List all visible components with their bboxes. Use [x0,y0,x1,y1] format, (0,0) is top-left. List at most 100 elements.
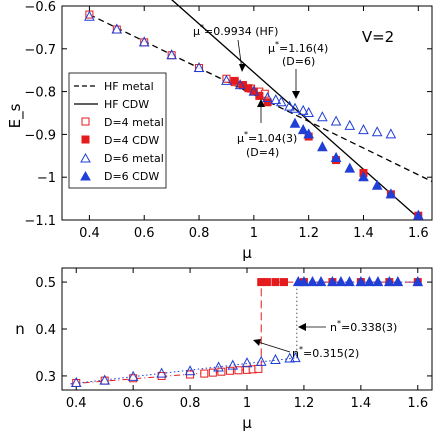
svg-text:HF CDW: HF CDW [104,98,149,111]
d-6-metal-point [289,102,301,113]
svg-text:n*=0.315(2): n*=0.315(2) [292,345,359,360]
d-4-cdw-point [255,91,264,100]
d-6-metal-point [138,36,150,47]
d-6-metal-point [156,367,167,378]
annotation-n-d6: n*=0.338(3) [298,319,397,334]
svg-text:μ*=1.04(3): μ*=1.04(3) [237,130,297,145]
legend-box [68,72,167,189]
d-6-cdw-point [327,276,338,287]
d-6-metal-point [221,74,232,85]
d-6-metal-point [284,352,296,363]
d-4-metal-point [234,366,243,375]
d-6-metal-point [270,94,282,105]
v-tag: V=2 [362,28,394,46]
d-6-metal-point [241,357,253,368]
svg-text:(D=6): (D=6) [282,55,315,68]
d-6-metal-point [297,104,309,115]
d-6-metal-point [70,376,82,387]
d-6-cdw-point [289,117,301,128]
x-tick-label: 0.4 [66,396,87,411]
y-tick-label: 0.3 [35,370,56,385]
x-tick-label: 1.6 [407,396,428,411]
d-6-cdw-point [344,162,356,173]
d-6-metal-point [330,115,342,126]
legend-item-hf-metal: HF metal [74,80,154,93]
y-tick-label: −0.6 [24,0,56,15]
y-tick-label: −0.7 [24,43,56,58]
svg-text:D=4 CDW: D=4 CDW [104,134,159,147]
d-6-cdw-point [297,124,309,135]
d-6-metal-point [385,128,397,139]
d-4-cdw-point [271,278,280,287]
d-6-metal-point [213,361,224,372]
d-4-cdw-point [230,76,239,85]
d-4-metal-point [217,367,226,376]
d-6-metal-point [262,91,273,103]
d-6-metal-point [255,355,267,366]
y-tick-label: −1 [37,171,56,186]
bottom-x-axis-label: μ [242,414,252,432]
x-tick-label: 0.6 [123,396,144,411]
annotation-hf: μ*=0.9934 (HF) [193,23,278,72]
x-tick-label: 1.6 [408,226,429,241]
d-6-cdw-point [303,128,314,139]
d-6-cdw-point [355,276,367,287]
d-4-metal-point [254,364,263,373]
d-6-cdw-point [344,276,355,287]
svg-text:D=4 metal: D=4 metal [104,116,164,129]
d-6-metal-point [371,126,383,137]
d-6-cdw-point [307,276,318,287]
legend-item-d6-metal: D=6 metal [80,152,164,165]
d-6-metal-point [284,100,295,111]
svg-text:n*=0.338(3): n*=0.338(3) [330,319,397,334]
y-tick-label: −0.8 [24,86,56,101]
d-6-metal-point [358,124,369,135]
d-6-metal-point [84,10,95,21]
annotation-n-d4: n*=0.315(2) [253,339,359,360]
x-tick-label: 0.4 [79,226,100,241]
d-6-cdw-point [385,188,397,199]
d-6-cdw-point [358,171,369,182]
d-6-metal-point [275,96,287,107]
y-tick-label: 0.4 [35,323,56,338]
d-4-metal-point [200,369,209,378]
legend: HF metal HF CDW D=4 metal D=4 CDW D=6 me… [68,72,167,189]
bottom-points [70,276,424,387]
d-4-cdw-point [262,278,271,287]
d-6-metal-point [317,111,328,122]
x-tick-label: 0.6 [134,226,155,241]
d-6-cdw-point [315,276,327,287]
d-6-metal-point [270,353,281,364]
d-6-metal-point [290,352,301,363]
d-6-cdw-point [392,276,404,287]
x-tick-label: 1 [243,396,251,411]
d-4-cdw-point [280,278,288,287]
d-6-cdw-point [330,151,342,162]
top-panel: 0.4 0.6 0.8 1 1.2 1.4 1.6 −0.6 −0.7 −0.8 −0.9 −1 −1.… [6,0,433,262]
x-tick-label: 1.4 [353,226,374,241]
d-6-metal-point [127,370,139,381]
bottom-y-axis-label: n [15,320,25,338]
d-6-cdw-point [364,276,375,287]
d-4-metal-point [208,368,217,377]
y-tick-label: −1.1 [24,214,56,229]
legend-item-d6-cdw: D=6 CDW [80,170,159,183]
d-6-cdw-point [298,276,310,287]
top-y-axis-label: E_s [6,103,25,128]
d-6-metal-point [166,49,177,60]
d-6-metal-point [303,106,314,117]
annotation-d6: μ*=1.16(4) (D=6) [268,40,328,99]
d-6-metal-point [99,374,111,385]
legend-item-d4-metal: D=4 metal [81,116,164,129]
top-x-axis-label: μ [242,244,252,262]
x-tick-label: 1 [250,226,258,241]
svg-text:(D=4): (D=4) [246,146,279,159]
bottom-panel: 0.4 0.6 0.8 1 1.2 1.4 1.6 0.3 0.4 0.5 n μ n*=0.33… [15,267,433,432]
y-tick-label: −0.9 [24,128,56,143]
d-6-metal-point [234,79,246,90]
svg-text:D=6 metal: D=6 metal [104,152,164,165]
legend-item-d4-cdw: D=4 CDW [81,134,159,147]
svg-text:μ*=1.16(4): μ*=1.16(4) [268,40,328,55]
x-tick-label: 1.4 [351,396,372,411]
d-6-metal-point [227,359,239,370]
